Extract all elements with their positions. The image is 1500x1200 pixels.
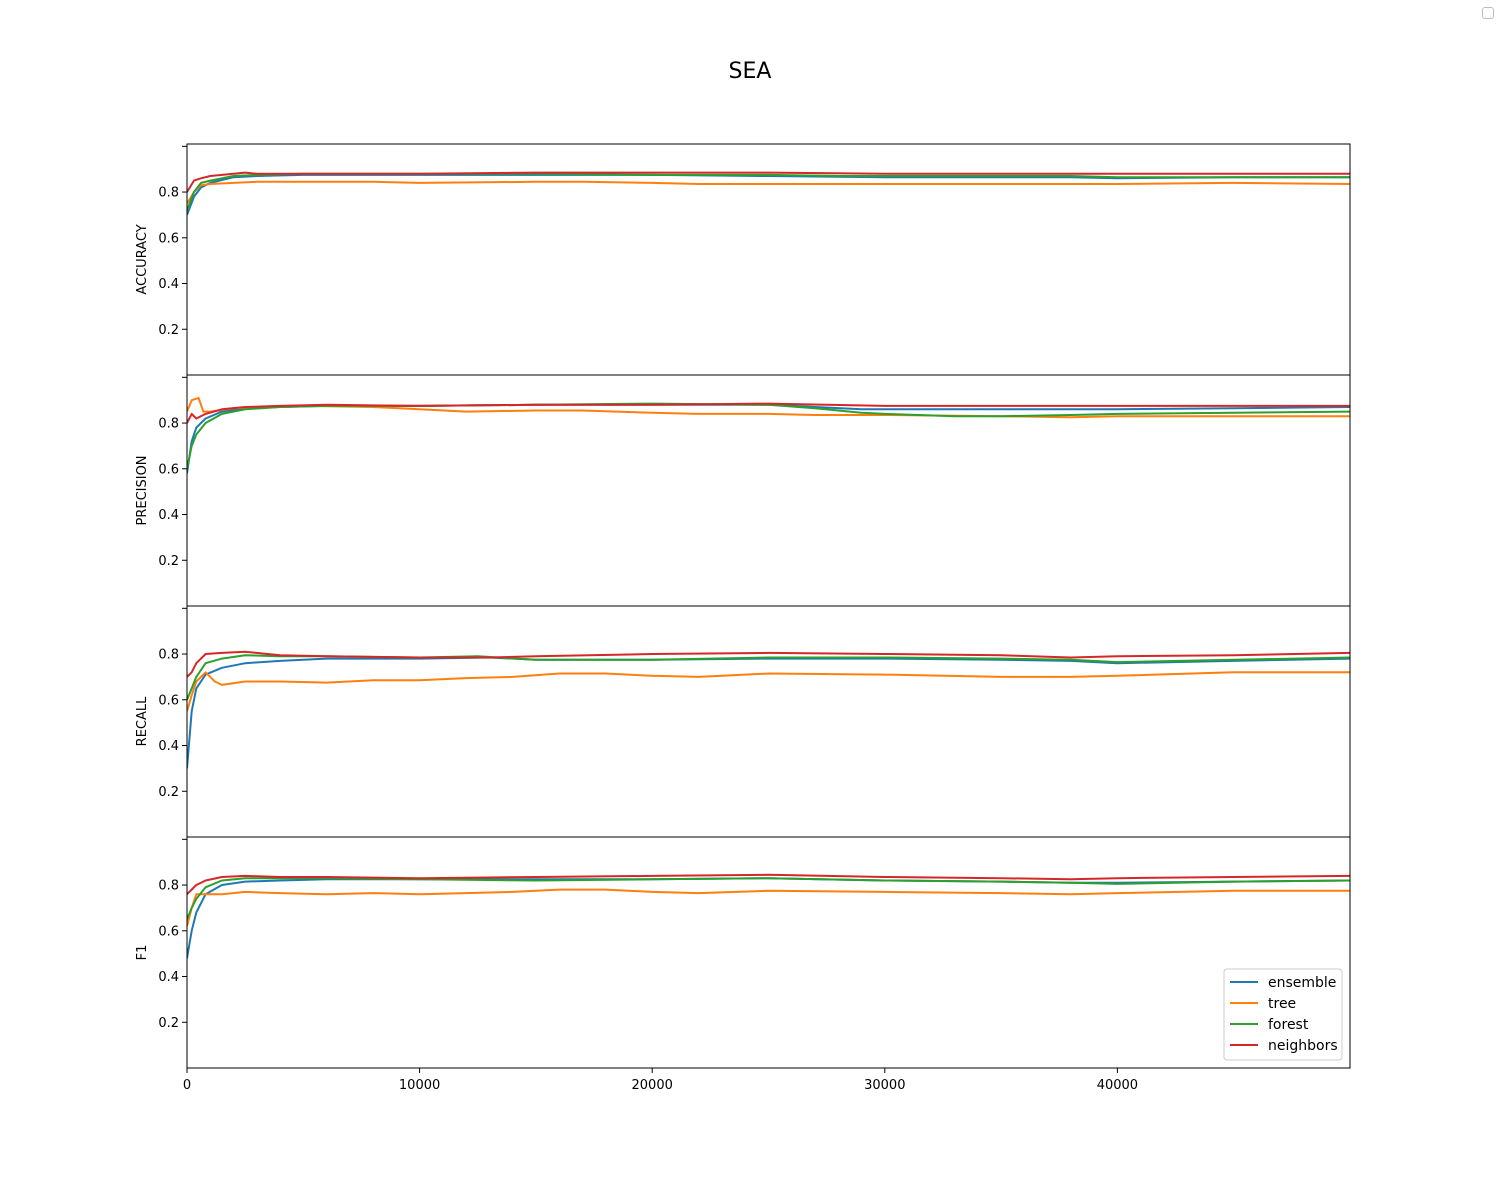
y-tick-label: 0.6: [158, 693, 179, 708]
series-line-tree: [187, 180, 1350, 205]
y-tick-label: 0.8: [158, 186, 179, 201]
series-line-neighbors: [187, 873, 1350, 895]
series-lines: [187, 171, 1350, 216]
y-tick-label: 0.6: [158, 924, 179, 939]
series-line-tree: [187, 888, 1350, 927]
series-line-forest: [187, 654, 1350, 701]
series-line-tree: [187, 396, 1350, 419]
panel-recall: 0.2 0.4 0.6 0.8 RECALL: [135, 605, 1351, 838]
x-tick-label: 40000: [1097, 1078, 1138, 1093]
panels-group: 0.2 0.4 0.6 0.8 ACCURACY 0.2 0.4 0.6 0.8 PRECISIO…: [135, 143, 1351, 1069]
y-tick-label: 0.4: [158, 508, 179, 523]
legend-box: [1223, 968, 1343, 1061]
series-lines: [187, 650, 1350, 769]
series-lines: [187, 873, 1350, 959]
y-tick-label: 0.6: [158, 462, 179, 477]
legend-label-neighbors: neighbors: [1268, 1038, 1338, 1054]
series-line-ensemble: [187, 403, 1350, 474]
series-line-neighbors: [187, 650, 1350, 678]
y-tick-label: 0.4: [158, 970, 179, 985]
y-axis-label: RECALL: [135, 696, 150, 746]
legend: ensemble tree forest neighbors: [1223, 968, 1343, 1061]
y-tick-label: 0.4: [158, 739, 179, 754]
series-line-forest: [187, 877, 1350, 920]
x-tick-label: 0: [183, 1078, 191, 1093]
y-tick-label: 0.2: [158, 785, 179, 800]
series-line-forest: [187, 172, 1350, 211]
y-tick-label: 0.2: [158, 1016, 179, 1031]
legend-label-forest: forest: [1268, 1017, 1309, 1033]
legend-label-ensemble: ensemble: [1268, 975, 1336, 991]
series-line-forest: [187, 402, 1350, 470]
panel-accuracy: 0.2 0.4 0.6 0.8 ACCURACY: [135, 143, 1351, 376]
x-tick-label: 30000: [864, 1078, 905, 1093]
y-tick-label: 0.8: [158, 417, 179, 432]
y-tick-label: 0.2: [158, 323, 179, 338]
series-lines: [187, 396, 1350, 474]
x-axis: 0 10000 20000 30000 40000: [183, 1068, 1138, 1093]
panel-frame: [186, 836, 1351, 1069]
y-axis-label: F1: [135, 945, 150, 961]
panel-f1: 0.2 0.4 0.6 0.8 F1: [135, 836, 1351, 1069]
y-tick-label: 0.6: [158, 231, 179, 246]
y-tick-label: 0.4: [158, 277, 179, 292]
figure-legend-stub-box: [1482, 7, 1494, 19]
panel-frame: [186, 605, 1351, 838]
y-tick-label: 0.2: [158, 554, 179, 569]
panel-precision: 0.2 0.4 0.6 0.8 PRECISION: [135, 374, 1351, 607]
y-tick-label: 0.8: [158, 879, 179, 894]
series-line-tree: [187, 671, 1350, 712]
x-tick-label: 20000: [632, 1078, 673, 1093]
y-tick-label: 0.8: [158, 648, 179, 663]
chart-title: SEA: [729, 59, 772, 84]
series-line-neighbors: [187, 171, 1350, 193]
series-line-neighbors: [187, 402, 1350, 424]
y-axis-label: ACCURACY: [135, 224, 150, 294]
x-tick-label: 10000: [399, 1078, 440, 1093]
y-axis-label: PRECISION: [135, 455, 150, 525]
legend-label-tree: tree: [1268, 996, 1296, 1012]
